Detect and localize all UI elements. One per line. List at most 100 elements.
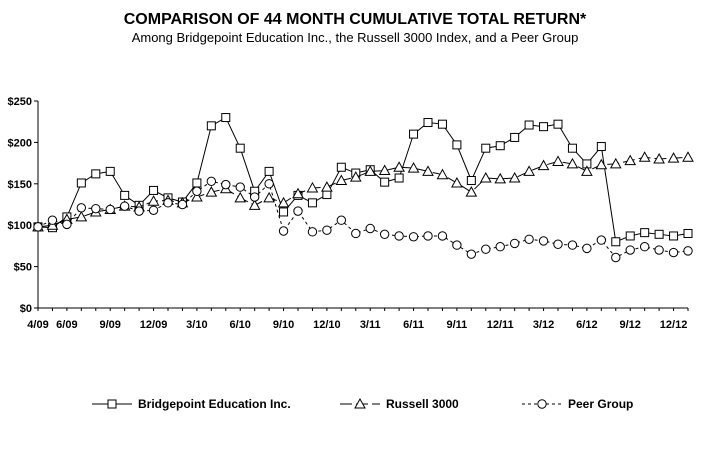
data-point-russell-3000: [537, 159, 550, 171]
data-point-peer-group: [365, 223, 375, 234]
data-point-russell-3000: [292, 187, 304, 199]
data-point-russell-3000: [378, 164, 391, 176]
data-point-bridgepoint-education-inc: [264, 166, 274, 176]
data-point-russell-3000: [494, 172, 507, 184]
data-point-bridgepoint-education-inc: [669, 231, 679, 241]
legend-item-peer-group: Peer Group: [522, 397, 633, 411]
data-point-russell-3000: [609, 157, 622, 169]
data-point-russell-3000: [191, 191, 203, 202]
series-russell-3000: [32, 151, 694, 232]
data-point-russell-3000: [321, 181, 333, 192]
series-layer: [32, 113, 694, 263]
x-tick-label: 6/09: [56, 319, 77, 331]
data-point-russell-3000: [335, 174, 348, 185]
data-point-peer-group: [481, 244, 491, 254]
data-point-bridgepoint-education-inc: [683, 228, 693, 238]
data-point-peer-group: [379, 229, 390, 240]
data-point-russell-3000: [595, 158, 608, 170]
x-tick-label: 6/11: [403, 319, 424, 331]
data-point-russell-3000: [234, 191, 247, 203]
data-point-russell-3000: [479, 171, 492, 183]
data-point-russell-3000: [205, 186, 218, 197]
data-point-bridgepoint-education-inc: [149, 185, 159, 195]
x-tick-label: 3/10: [186, 319, 207, 331]
data-point-peer-group: [177, 199, 188, 210]
data-point-bridgepoint-education-inc: [466, 175, 476, 185]
data-point-russell-3000: [523, 165, 535, 176]
data-point-bridgepoint-education-inc: [510, 132, 520, 142]
data-point-russell-3000: [277, 196, 290, 208]
data-point-peer-group: [553, 239, 563, 249]
data-point-bridgepoint-education-inc: [495, 141, 505, 151]
legend-label: Bridgepoint Education Inc.: [138, 397, 291, 411]
data-point-peer-group: [47, 215, 58, 225]
data-point-peer-group: [62, 219, 72, 230]
data-point-bridgepoint-education-inc: [120, 190, 130, 200]
x-tick-label: 6/10: [230, 319, 251, 331]
data-point-russell-3000: [508, 171, 521, 183]
data-point-bridgepoint-education-inc: [192, 178, 202, 188]
data-point-bridgepoint-education-inc: [279, 207, 289, 217]
x-tick-label: 12/11: [487, 319, 514, 331]
data-point-russell-3000: [451, 176, 463, 188]
data-point-bridgepoint-education-inc: [611, 237, 621, 247]
x-tick-label: 9/11: [446, 319, 467, 331]
legend-marker: [537, 399, 547, 409]
data-point-peer-group: [625, 245, 635, 255]
data-point-russell-3000: [393, 161, 405, 172]
data-point-peer-group: [654, 245, 664, 255]
y-tick-label: $150: [8, 179, 32, 191]
data-point-peer-group: [466, 249, 477, 259]
data-point-bridgepoint-education-inc: [423, 118, 433, 128]
data-point-peer-group: [639, 242, 650, 252]
data-point-bridgepoint-education-inc: [235, 143, 245, 153]
data-point-russell-3000: [566, 157, 579, 169]
data-point-peer-group: [278, 226, 289, 236]
data-point-bridgepoint-education-inc: [452, 140, 462, 150]
data-point-peer-group: [567, 240, 578, 250]
data-point-bridgepoint-education-inc: [567, 143, 577, 153]
data-point-peer-group: [495, 242, 505, 252]
chart-axes: $0 $50 $100 $150 $200 $250 4/09 6/09 9/09 12/09 3/…: [8, 96, 689, 331]
data-point-russell-3000: [465, 186, 478, 197]
x-tick-label: 12/12: [660, 319, 688, 331]
legend-label: Russell 3000: [386, 397, 459, 411]
data-point-bridgepoint-education-inc: [307, 198, 317, 208]
data-point-peer-group: [33, 222, 43, 232]
data-point-russell-3000: [552, 155, 564, 166]
data-point-peer-group: [76, 203, 87, 213]
legend-label: Peer Group: [568, 397, 633, 411]
data-point-peer-group: [538, 236, 549, 246]
data-point-peer-group: [668, 247, 679, 258]
x-tick-label: 9/10: [273, 319, 294, 331]
data-point-russell-3000: [638, 151, 651, 162]
data-point-peer-group: [293, 206, 303, 216]
data-point-bridgepoint-education-inc: [221, 113, 231, 123]
y-tick-label: $200: [8, 137, 32, 149]
data-point-peer-group: [596, 235, 607, 245]
data-point-russell-3000: [581, 165, 593, 176]
y-tick-label: $0: [20, 303, 32, 315]
legend-item-russell-3000: Russell 3000: [340, 397, 459, 411]
data-point-bridgepoint-education-inc: [394, 173, 404, 183]
data-point-russell-3000: [653, 152, 665, 164]
data-point-peer-group: [336, 215, 347, 225]
data-point-bridgepoint-education-inc: [322, 190, 332, 200]
data-point-bridgepoint-education-inc: [625, 231, 635, 241]
data-point-peer-group: [307, 227, 318, 237]
data-point-bridgepoint-education-inc: [206, 121, 216, 131]
x-tick-label: 4/09: [27, 319, 48, 331]
x-tick-label: 9/12: [620, 319, 641, 331]
data-point-russell-3000: [349, 171, 362, 182]
data-point-peer-group: [249, 192, 260, 202]
data-point-peer-group: [91, 203, 101, 214]
chart-subtitle: Among Bridgepoint Education Inc., the Ru…: [132, 30, 579, 45]
data-point-peer-group: [192, 186, 202, 196]
data-point-peer-group: [452, 240, 462, 250]
x-tick-label: 12/09: [140, 319, 168, 331]
y-tick-label: $250: [8, 96, 32, 108]
chart-title: COMPARISON OF 44 MONTH CUMULATIVE TOTAL …: [124, 11, 587, 28]
data-point-bridgepoint-education-inc: [437, 119, 447, 129]
